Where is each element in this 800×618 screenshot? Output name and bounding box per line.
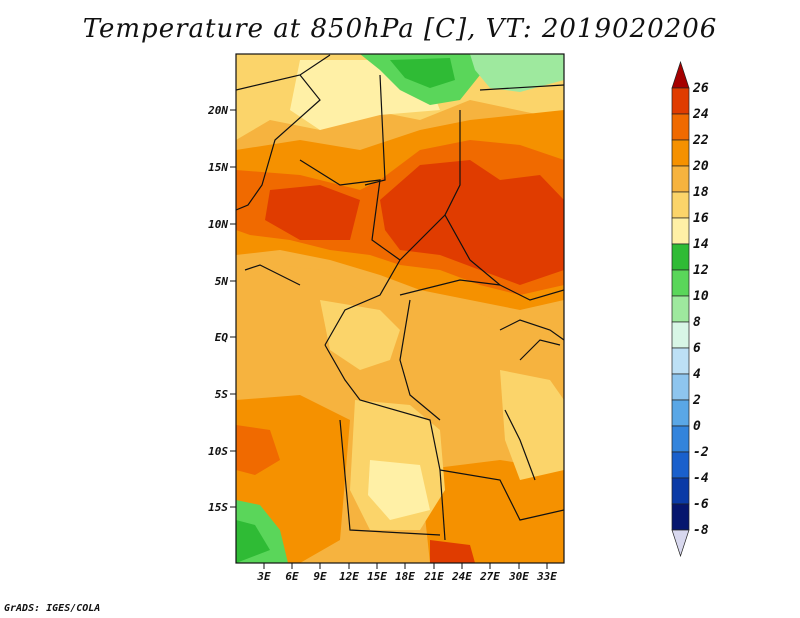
colorbar-segment <box>671 113 690 141</box>
lon-label-9e: 9E <box>313 570 327 583</box>
colorbar-label: 16 <box>693 211 709 226</box>
lon-label-33e: 33E <box>536 570 557 583</box>
colorbar-segment <box>671 321 690 349</box>
colorbar-segment <box>671 373 690 401</box>
latitude-axis: 20N 15N 10N 5N EQ 5S 10S 15S <box>207 104 236 514</box>
lon-label-15e: 15E <box>367 570 387 583</box>
colorbar-label: 10 <box>693 289 709 304</box>
lat-label-10s: 10S <box>208 445 228 458</box>
temperature-field <box>236 54 564 563</box>
colorbar-segment <box>671 269 690 297</box>
lat-label-20n: 20N <box>207 104 228 117</box>
colorbar-label: 4 <box>693 367 701 382</box>
lon-label-21e: 21E <box>423 570 444 583</box>
lat-label-15s: 15S <box>208 501 228 514</box>
colorbar-label: 8 <box>693 315 701 330</box>
colorbar-label: 14 <box>693 237 709 252</box>
colorbar-label: 6 <box>693 341 701 356</box>
colorbar-label: -8 <box>693 523 709 538</box>
colorbar-segment <box>671 139 690 167</box>
colorbar-label: -2 <box>693 445 709 460</box>
map-frame <box>235 53 565 564</box>
country-borders <box>236 54 564 541</box>
lat-label-10n: 10N <box>208 218 228 231</box>
credit-text: GrADS: IGES/COLA <box>4 603 101 614</box>
lon-label-12e: 12E <box>339 570 359 583</box>
lon-label-27e: 27E <box>479 570 500 583</box>
colorbar-segment <box>671 243 690 271</box>
colorbar-segment <box>671 217 690 245</box>
colorbar-segment <box>671 191 690 219</box>
colorbar-segment <box>671 87 690 115</box>
colorbar-label: 24 <box>692 107 709 122</box>
colorbar-segment <box>671 477 690 505</box>
colorbar-label: 22 <box>692 133 709 148</box>
colorbar-label: 20 <box>692 159 709 174</box>
colorbar-segment <box>671 503 690 531</box>
lon-label-3e: 3E <box>256 570 271 583</box>
lat-label-5s: 5S <box>215 388 229 401</box>
colorbar-segment <box>671 347 690 375</box>
colorbar-label: 18 <box>693 185 709 200</box>
colorbar-label: 12 <box>693 263 709 278</box>
lon-label-30e: 30E <box>508 570 529 583</box>
colorbar-label: -6 <box>693 497 709 512</box>
page-title: Temperature at 850hPa [C], VT: 201902020… <box>82 14 718 44</box>
colorbar-segment <box>671 165 690 193</box>
colorbar-segment <box>671 451 690 479</box>
colorbar-segment <box>671 425 690 453</box>
colorbar-segment <box>671 399 690 427</box>
colorbar-label: -4 <box>693 471 709 486</box>
colorbar-segment <box>671 60 690 89</box>
colorbar-label: 0 <box>693 419 701 434</box>
colorbar-segment <box>671 295 690 323</box>
lat-label-eq: EQ <box>215 331 229 344</box>
lon-label-24e: 24E <box>451 570 472 583</box>
lat-label-5n: 5N <box>215 275 229 288</box>
longitude-axis: 3E 6E 9E 12E 15E 18E 21E 24E 27E 30E 33E <box>256 563 557 583</box>
colorbar-label: 2 <box>692 393 701 408</box>
lon-label-18e: 18E <box>395 570 415 583</box>
lon-label-6e: 6E <box>285 570 299 583</box>
colorbar-label: 26 <box>692 81 709 96</box>
colorbar-segment <box>671 529 690 558</box>
lat-label-15n: 15N <box>208 161 228 174</box>
